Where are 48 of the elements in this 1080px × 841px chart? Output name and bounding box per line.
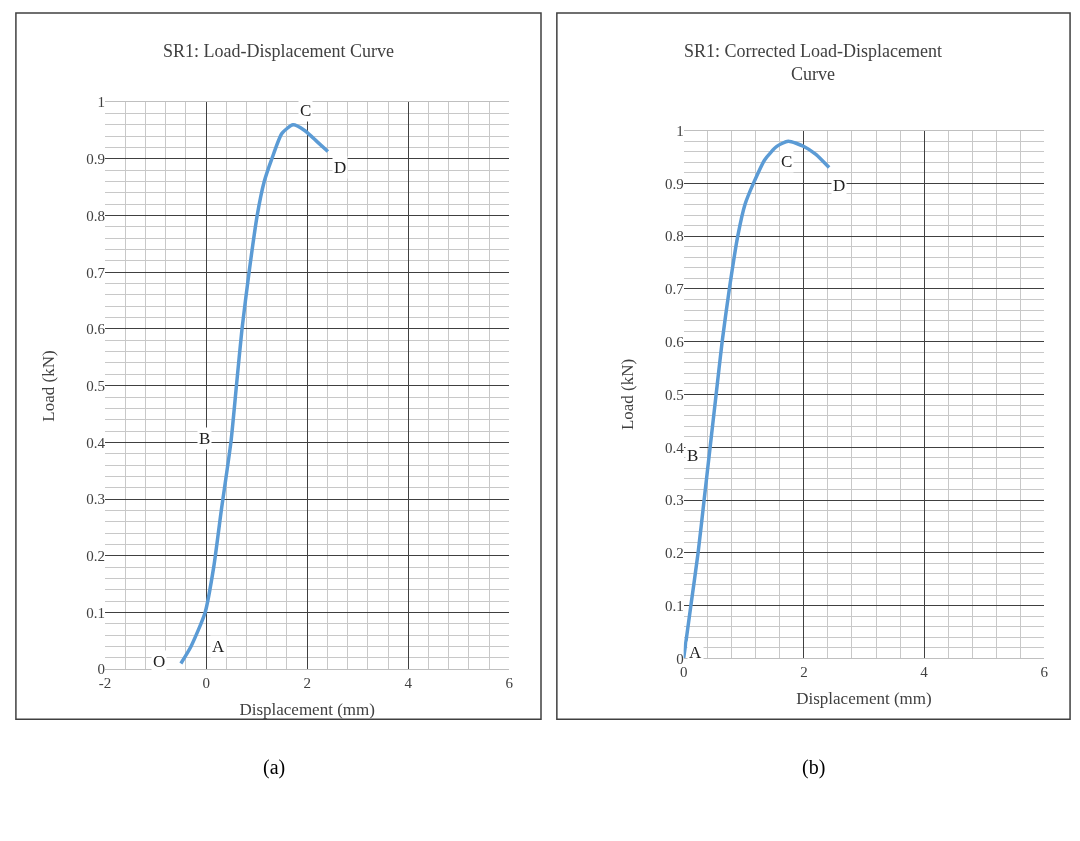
y-axis-title: Load (kN) [39, 350, 59, 422]
y-tick-label: 0.9 [664, 175, 684, 192]
y-tick-label: 0 [676, 650, 684, 667]
chart-title: SR1: Corrected Load-Displacement Curve [684, 41, 942, 85]
y-tick-label: 0.4 [86, 434, 106, 451]
x-tick-label: 0 [202, 675, 210, 692]
annotation: C [781, 152, 793, 171]
y-tick-label: 0.4 [664, 439, 685, 456]
annotation: A [689, 643, 702, 662]
y-tick-label: 0.7 [86, 264, 106, 281]
y-tick-label: 0.7 [664, 281, 685, 298]
y-tick-label: 0.1 [86, 604, 106, 621]
y-tick-label: 0.1 [664, 597, 684, 614]
x-axis-title: Displacement (mm) [796, 688, 932, 708]
x-tick-label: 6 [1040, 664, 1049, 681]
y-tick-label: 0.5 [664, 386, 684, 403]
x-tick-label: 6 [505, 675, 514, 692]
annotation: B [199, 429, 211, 448]
annotation: A [212, 637, 225, 656]
y-tick-label: 0.2 [86, 548, 106, 565]
y-tick-label: 0.8 [86, 207, 106, 224]
x-tick-label: -2 [98, 675, 112, 692]
y-tick-label: 0.3 [664, 492, 684, 509]
chart-title: SR1: Load-Displacement Curve [163, 41, 394, 61]
annotation: D [334, 158, 347, 177]
annotation: B [687, 446, 699, 465]
y-tick-label: 0.6 [664, 333, 685, 350]
y-tick-label: 0.3 [86, 491, 106, 508]
x-tick-label: 4 [404, 675, 413, 692]
annotation: D [833, 176, 846, 195]
y-tick-label: 0.5 [86, 377, 106, 394]
line-series [683, 139, 831, 659]
y-axis-title: Load (kN) [618, 358, 638, 431]
y-tick-label: 0.9 [86, 151, 106, 168]
x-tick-label: 2 [800, 664, 808, 681]
text: (a) [263, 756, 286, 779]
text: (b) [802, 756, 826, 779]
y-tick-label: 0.6 [86, 321, 106, 338]
y-tick-label: 0.8 [664, 228, 684, 245]
y-tick-label: 1 [676, 122, 684, 139]
x-tick-label: 4 [920, 664, 929, 681]
annotation: C [300, 101, 312, 120]
y-tick-label: 0.2 [664, 545, 684, 562]
x-tick-label: 2 [303, 675, 311, 692]
y-tick-label: 1 [97, 94, 106, 111]
x-axis-title: Displacement (mm) [239, 699, 375, 719]
annotation: O [153, 652, 166, 671]
line-series [179, 123, 330, 666]
